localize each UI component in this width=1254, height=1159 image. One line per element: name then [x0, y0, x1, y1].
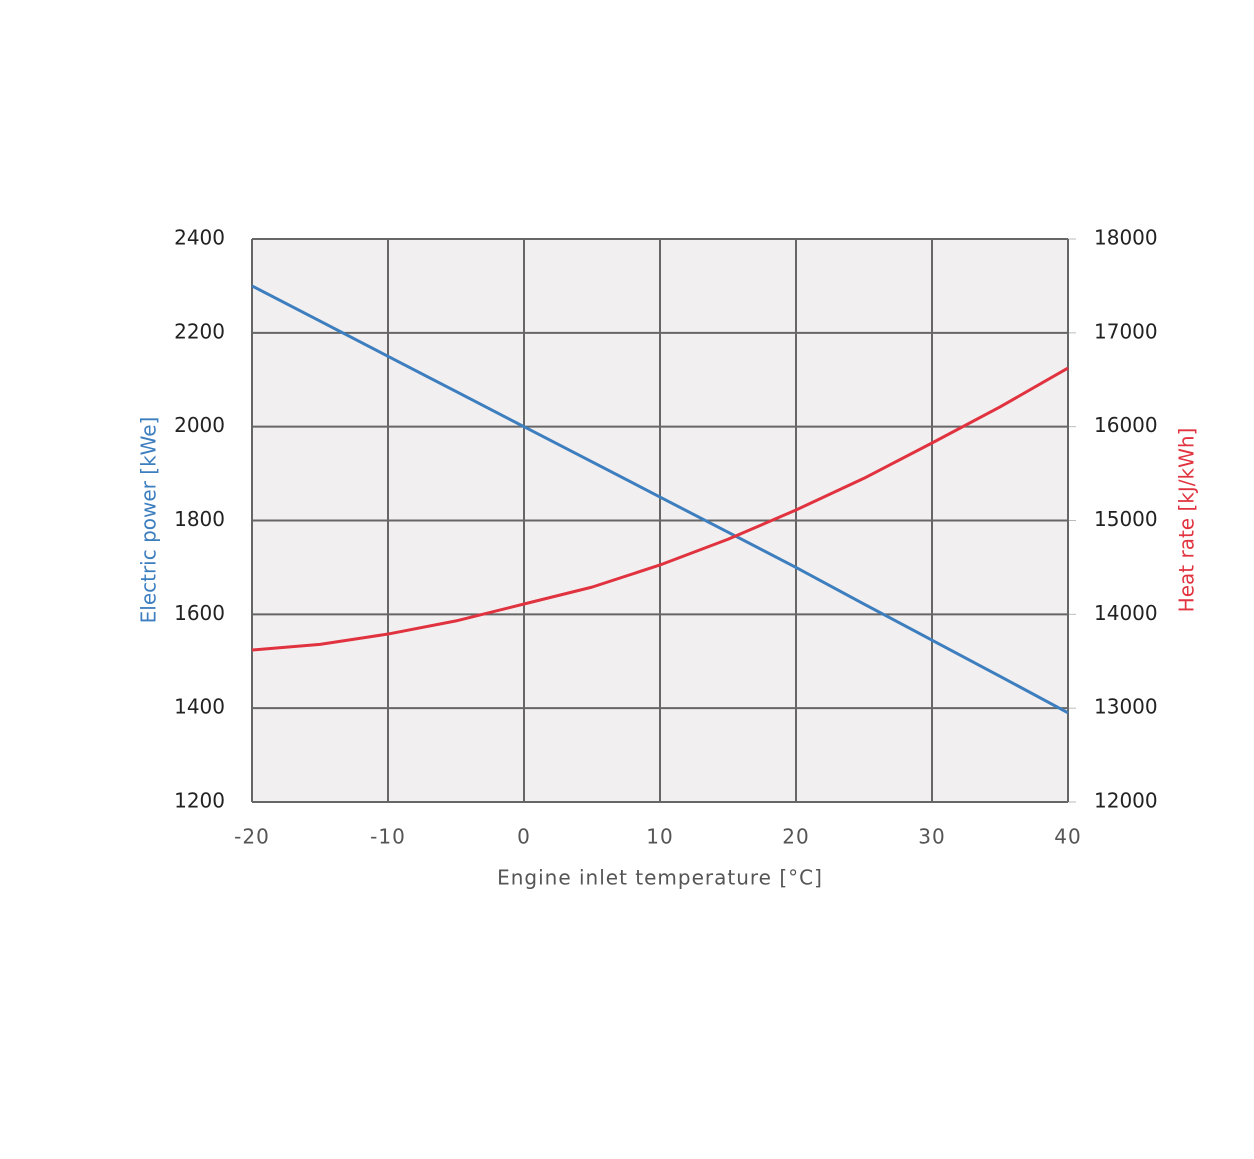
series-line — [251, 366, 1069, 652]
x-tick-label: -20 — [234, 825, 270, 849]
y2-tick-label: 18000 — [1094, 226, 1158, 250]
y-axis-title: Electric power [kWe] — [137, 417, 161, 624]
y2-tick-label: 13000 — [1094, 695, 1158, 719]
series-line — [251, 284, 1069, 715]
x-tick-label: 0 — [517, 825, 531, 849]
y2-tick-label: 12000 — [1094, 789, 1158, 813]
x-axis-title: Engine inlet temperature [°C] — [497, 866, 823, 890]
y2-tick-label: 14000 — [1094, 601, 1158, 625]
y2-tick-label: 15000 — [1094, 507, 1158, 531]
y-tick-label: 2200 — [174, 319, 225, 343]
y-tick-label: 2400 — [174, 226, 225, 250]
y-tick-label: 1600 — [174, 601, 225, 625]
x-tick-label: 10 — [646, 825, 673, 849]
x-tick-label: 20 — [782, 825, 809, 849]
y-tick-label: 1200 — [174, 789, 225, 813]
x-tick-label: 30 — [918, 825, 945, 849]
y2-axis-title: Heat rate [kJ/kWh] — [1175, 428, 1199, 613]
x-tick-label: 40 — [1054, 825, 1081, 849]
y-tick-label: 1800 — [174, 507, 225, 531]
y-tick-label: 2000 — [174, 413, 225, 437]
x-tick-label: -10 — [370, 825, 406, 849]
y-tick-label: 1400 — [174, 695, 225, 719]
y2-tick-label: 16000 — [1094, 413, 1158, 437]
y2-tick-label: 17000 — [1094, 319, 1158, 343]
